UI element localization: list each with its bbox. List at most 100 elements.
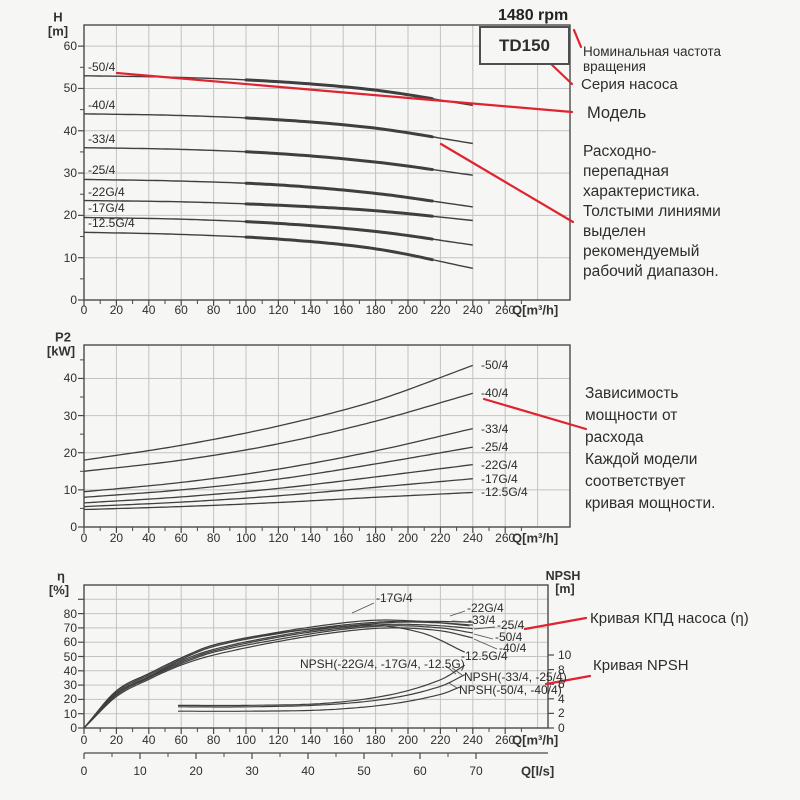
- head-y-tick-label: 50: [63, 81, 77, 96]
- power-x-tick-label: 140: [300, 531, 321, 545]
- head-x-tick-label: 20: [109, 303, 124, 317]
- eta_npsh-y-tick-label: 20: [63, 692, 77, 707]
- power-x-tick-label: 240: [462, 531, 483, 545]
- power-curve-label-22g-4: -22G/4: [481, 457, 518, 472]
- ls-tick-label: 20: [189, 764, 203, 778]
- ls-tick-label: 30: [245, 764, 259, 778]
- npsh-curve-npsh-33-4-25-4: [178, 664, 466, 707]
- annotation-line-rpm: [572, 28, 583, 49]
- npsh-tick-label: 2: [558, 706, 565, 721]
- eta_npsh-x-tick-label: 60: [174, 733, 188, 747]
- annotation-efficiency-curve: Кривая КПД насоса (η): [590, 610, 749, 627]
- annotation-power-note: Зависимость мощности от расхода Каждой м…: [585, 385, 716, 512]
- power-x-tick-label: 120: [268, 531, 289, 545]
- power-y-axis-unit: [kW]: [46, 343, 76, 359]
- head-curve-label-22g-4: -22G/4: [88, 184, 125, 199]
- ls-tick-label: 40: [301, 764, 315, 778]
- eta-curve-22g-4: [83, 620, 473, 729]
- head-y-axis-title: H: [53, 9, 63, 25]
- ls-tick-label: 60: [413, 764, 427, 778]
- eta_npsh-y-tick-label: 80: [63, 606, 77, 621]
- head-x-tick-label: 140: [300, 303, 321, 317]
- power-y-tick-label: 10: [63, 482, 77, 497]
- head-y-tick-label: 60: [63, 39, 77, 54]
- npsh-curve-label-npsh-50-4-40-4: NPSH(-50/4, -40/4): [459, 683, 562, 697]
- power-x-tick-label: 200: [397, 531, 419, 545]
- eta-curve-label-40-4: -40/4: [499, 641, 527, 655]
- power-x-tick-label: 0: [80, 531, 88, 545]
- power-x-tick-label: 160: [333, 531, 354, 545]
- annotation-flow-head-note: Расходно- перепадная характеристика. Тол…: [583, 143, 721, 280]
- power-x-tick-label: 180: [365, 531, 386, 545]
- eta-curve-label-17g-4: -17G/4: [376, 591, 413, 605]
- power-curve-17g-4: [83, 478, 473, 508]
- eta-curve-label-12-5g-4: -12.5G/4: [461, 649, 508, 663]
- label-leader-line: [473, 626, 496, 630]
- eta-curve-12-5g-4: [83, 624, 465, 729]
- power-y-axis-title: P2: [55, 329, 71, 345]
- eta-curve-label-50-4: -50/4: [495, 630, 523, 644]
- eff-y-axis-title: η: [57, 568, 65, 584]
- eta-curve-50-4: [83, 625, 473, 729]
- eta-curve-40-4: [83, 627, 473, 729]
- power-curve-label-25-4: -25/4: [481, 440, 509, 455]
- power-x-tick-label: 80: [206, 531, 221, 545]
- annotation-npsh-curve: Кривая NPSH: [593, 657, 689, 674]
- npsh-tick-label: 6: [558, 677, 565, 692]
- eta_npsh-y-tick-label: 0: [70, 721, 77, 735]
- eta_npsh-y-tick-label: 10: [63, 706, 77, 721]
- label-leader-line: [445, 665, 457, 675]
- eta-curve-label-25-4: -25/4: [497, 618, 525, 632]
- npsh-axis-title: NPSH: [545, 568, 581, 583]
- head-x-tick-label: 180: [365, 303, 386, 317]
- head-curve-thick-50-4: [244, 78, 434, 101]
- npsh-curve-label-npsh-33-4-25-4: NPSH(-33/4, -25/4): [464, 670, 567, 684]
- power-curve-40-4: [83, 392, 473, 472]
- power-curve-25-4: [83, 446, 473, 498]
- head-x-tick-label: 40: [142, 303, 156, 317]
- head-x-tick-label: 60: [174, 303, 188, 317]
- annotation-line-model: [115, 71, 574, 114]
- head-curve-label-50-4: -50/4: [88, 59, 116, 74]
- npsh-curve-label-npsh-22g-4-17g-4-12-5g: NPSH(-22G/4, -17G/4, -12.5G): [300, 657, 465, 671]
- power-x-tick-label: 100: [235, 531, 257, 545]
- head-x-tick-label: 160: [333, 303, 354, 317]
- npsh-tick-label: 0: [558, 721, 565, 735]
- head-x-tick-label: 100: [235, 303, 257, 317]
- rpm-label: 1480 rpm: [498, 7, 569, 24]
- eta-curve-label-33-4: -33/4: [468, 613, 496, 627]
- power-curve-label-12-5g-4: -12.5G/4: [481, 485, 528, 500]
- power-x-tick-label: 40: [142, 531, 156, 545]
- power-curve-12-5g-4: [83, 491, 473, 511]
- power-y-tick-label: 30: [63, 408, 77, 423]
- power-curve-label-17g-4: -17G/4: [481, 471, 518, 486]
- npsh-axis-unit: [m]: [555, 581, 575, 596]
- eta-curve-25-4: [83, 623, 473, 729]
- eta_npsh-x-tick-label: 240: [462, 733, 483, 747]
- eta_npsh-x-tick-label: 180: [365, 733, 386, 747]
- annotation-model: Модель: [587, 104, 647, 122]
- power-curve-33-4: [83, 427, 473, 493]
- pump-series-box: TD150: [479, 26, 570, 65]
- power-curve-label-40-4: -40/4: [481, 386, 509, 401]
- power-x-tick-label: 20: [109, 531, 124, 545]
- head-x-tick-label: 240: [462, 303, 483, 317]
- npsh-curve-npsh-22g-4-17g-4-12-5g: [178, 686, 461, 712]
- power-x-tick-label: 260: [495, 531, 516, 545]
- ls-tick-label: 70: [469, 764, 483, 778]
- npsh-tick-label: 10: [558, 648, 572, 662]
- power-x-axis-unit: Q[m³/h]: [512, 530, 559, 546]
- eta_npsh-y-tick-label: 60: [63, 635, 77, 650]
- eta_npsh-x-tick-label: 100: [235, 733, 257, 747]
- head-x-tick-label: 80: [206, 303, 221, 317]
- eta-curve-label-22g-4: -22G/4: [467, 601, 504, 615]
- label-leader-line: [351, 602, 375, 614]
- head-x-tick-label: 120: [268, 303, 289, 317]
- npsh-curve-npsh-50-4-40-4: [178, 674, 465, 708]
- label-leader-line: [473, 633, 494, 640]
- head-curve-thick-25-4: [244, 181, 434, 203]
- power-curve-22g-4: [83, 463, 473, 504]
